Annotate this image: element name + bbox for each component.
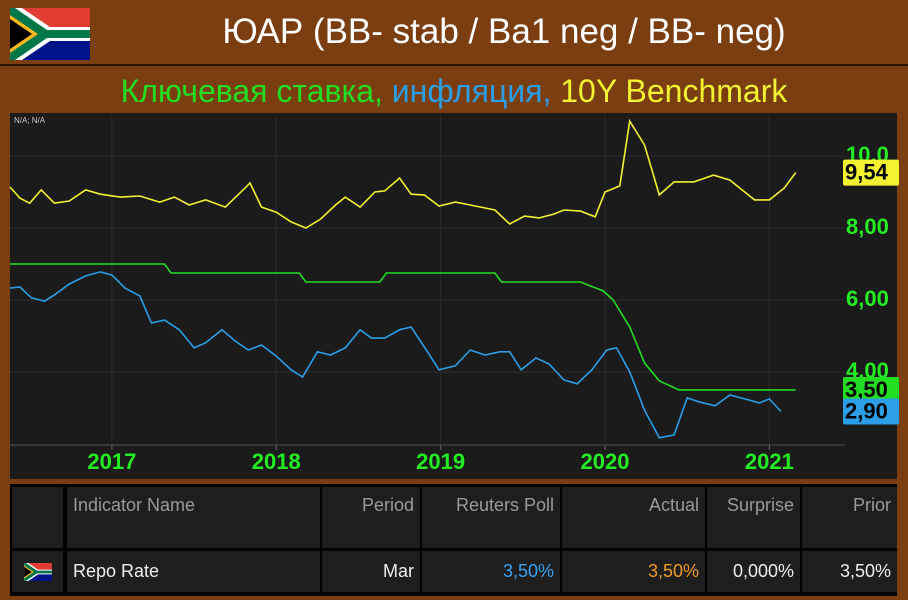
x-tick-label: 2019 [416,449,465,474]
table-cell: Period [322,487,420,548]
x-tick-label: 2020 [581,449,630,474]
value-label: 3,50 [845,377,888,402]
table-cell: Actual [562,487,705,548]
legend-entry: 10Y Benchmark [560,73,788,109]
line [9,118,797,229]
annotation: N/A; N/A [14,116,46,125]
table-cell [12,487,63,548]
subtitle: Ключевая ставка, инфляция, 10Y Benchmark [0,68,908,114]
title: ЮАР (BB- stab / Ba1 neg / BB- neg) [222,12,786,51]
value-label: 2,90 [845,398,888,423]
legend-entry: Ключевая ставка, [120,73,383,109]
y-tick-label: 8,00 [846,214,889,239]
chart-background [10,113,897,479]
x-tick-label: 2018 [252,449,301,474]
flag [10,8,90,60]
table-cell: 3,50% [422,551,560,592]
table-cell: Surprise [707,487,800,548]
row-flag [24,563,52,581]
value-label-box [843,159,899,186]
value-label: 9,54 [845,159,889,184]
x-tick-label: 2017 [87,449,136,474]
divider [0,64,908,66]
line [9,271,782,439]
y-tick-label: 6,00 [846,286,889,311]
line [10,263,796,391]
value-label-box [843,376,899,403]
table-cell: 3,50% [562,551,705,592]
legend-entry: инфляция, [391,73,552,109]
x-tick-label: 2021 [745,449,794,474]
table-cell: 3,50% [802,551,897,592]
table-cell: Mar [322,551,420,592]
table-cell: Indicator Name [67,487,320,548]
table-cell: Repo Rate [67,551,320,592]
value-label-box [843,398,899,425]
table-cell: Reuters Poll [422,487,560,548]
table-cell: Prior [802,487,897,548]
table-cell: 0,000% [707,551,800,592]
